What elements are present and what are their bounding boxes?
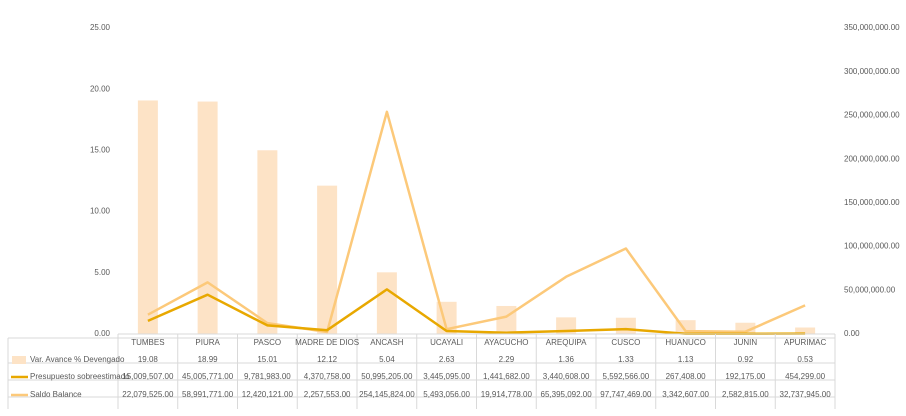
table-cell-value: 254,145,824.00	[359, 390, 415, 399]
table-cell-value: 19,914,778.00	[481, 390, 533, 399]
table-cell-value: 454,299.00	[785, 372, 826, 381]
category-label: PASCO	[254, 338, 281, 347]
series-line	[147, 288, 806, 336]
y-right-tick-label: 300,000,000.00	[844, 67, 900, 76]
table-cell-value: 2,257,553.00	[304, 390, 351, 399]
table-cell-value: 1.33	[618, 355, 634, 364]
table-cell-value: 97,747,469.00	[600, 390, 652, 399]
table-cell-value: 58,991,771.00	[182, 390, 234, 399]
legend-label: Presupuesto sobreestimado	[30, 372, 130, 381]
table-cell-value: 2,582,815.00	[722, 390, 769, 399]
table-cell-value: 32,737,945.00	[780, 390, 832, 399]
bar	[197, 101, 218, 334]
table-cell-value: 15,009,507.00	[122, 372, 174, 381]
category-label: APURIMAC	[784, 338, 826, 347]
bar	[496, 305, 517, 334]
y-right-tick-label: 100,000,000.00	[844, 242, 900, 251]
table-cell-value: 5.04	[379, 355, 395, 364]
y-right-tick-label: 200,000,000.00	[844, 154, 900, 163]
series-line	[147, 110, 806, 334]
y-left-tick-label: 15.00	[90, 146, 111, 155]
category-label: ANCASH	[370, 338, 404, 347]
legend-label: Var. Avance % Devengado	[30, 355, 125, 364]
table-cell-value: 192,175.00	[725, 372, 766, 381]
table-cell-value: 18.99	[198, 355, 219, 364]
y-left-tick-label: 25.00	[90, 23, 111, 32]
y-right-tick-label: 50,000,000.00	[844, 285, 896, 294]
y-left-tick-label: 0.00	[94, 329, 110, 338]
table-cell-value: 1.36	[558, 355, 574, 364]
category-label: CUSCO	[611, 338, 640, 347]
bar	[376, 272, 397, 334]
table-cell-value: 12,420,121.00	[242, 390, 294, 399]
table-cell-value: 1,441,682.00	[483, 372, 530, 381]
table-cell-value: 3,342,607.00	[662, 390, 709, 399]
table-cell-value: 2.29	[499, 355, 515, 364]
table-cell-value: 45,005,771.00	[182, 372, 234, 381]
y-left-tick-label: 5.00	[94, 268, 110, 277]
table-cell-value: 5,592,566.00	[603, 372, 650, 381]
table-cell-value: 1.13	[678, 355, 694, 364]
table-cell-value: 22,079,525.00	[122, 390, 174, 399]
bar	[317, 185, 338, 334]
category-label: HUANUCO	[665, 338, 705, 347]
bar	[137, 100, 158, 334]
legend-key	[12, 356, 26, 364]
table-cell-value: 15.01	[257, 355, 278, 364]
category-label: AREQUIPA	[546, 338, 587, 347]
bar	[257, 150, 278, 334]
table-cell-value: 3,440,608.00	[543, 372, 590, 381]
legend-label: Saldo Balance	[30, 390, 82, 399]
table-cell-value: 2.63	[439, 355, 455, 364]
y-right-tick-label: 150,000,000.00	[844, 198, 900, 207]
category-label: AYACUCHO	[484, 338, 528, 347]
category-label: TUMBES	[131, 338, 164, 347]
table-cell-value: 3,445,095.00	[423, 372, 470, 381]
table-cell-value: 0.92	[738, 355, 754, 364]
table-cell-value: 267,408.00	[666, 372, 707, 381]
table-cell-value: 5,493,056.00	[423, 390, 470, 399]
y-left-tick-label: 10.00	[90, 207, 111, 216]
table-cell-value: 19.08	[138, 355, 159, 364]
y-right-tick-label: 250,000,000.00	[844, 111, 900, 120]
table-cell-value: 9,781,983.00	[244, 372, 291, 381]
bar	[795, 327, 816, 334]
y-right-tick-label: 350,000,000.00	[844, 23, 900, 32]
table-cell-value: 50,995,205.00	[361, 372, 413, 381]
bar	[735, 322, 756, 334]
category-label: UCAYALI	[430, 338, 463, 347]
table-cell-value: 0.53	[797, 355, 813, 364]
category-label: PIURA	[195, 338, 220, 347]
table-cell-value: 12.12	[317, 355, 338, 364]
y-right-tick-label: 0.00	[844, 329, 860, 338]
category-label: MADRE DE DIOS	[295, 338, 359, 347]
table-cell-value: 4,370,758.00	[304, 372, 351, 381]
category-label: JUNIN	[734, 338, 758, 347]
bar	[615, 317, 636, 334]
table-cell-value: 65,395,092.00	[541, 390, 593, 399]
y-left-tick-label: 20.00	[90, 84, 111, 93]
